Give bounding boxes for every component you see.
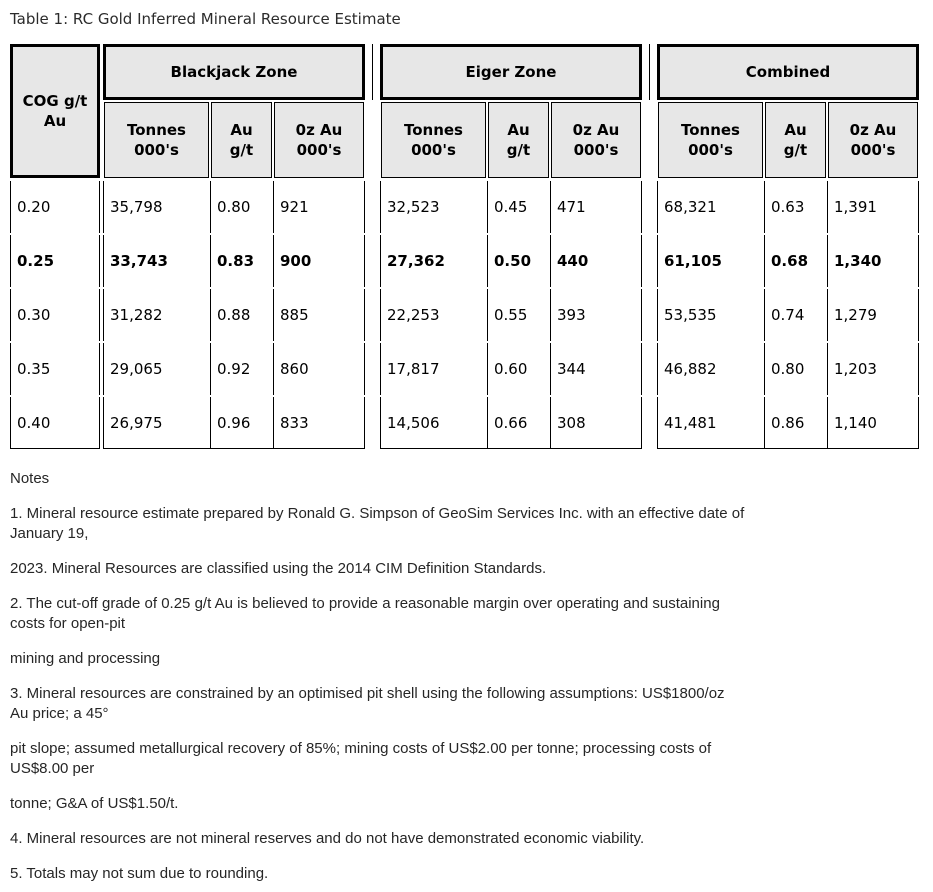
column-header-tonnes: Tonnes 000's	[104, 102, 209, 178]
data-cell: 0.86	[764, 397, 827, 449]
data-cell: 0.45	[487, 181, 550, 233]
data-cell: 53,535	[657, 289, 764, 341]
note-paragraph: 5. Totals may not sum due to rounding.	[10, 865, 269, 882]
data-cell: 440	[550, 235, 642, 287]
data-cell: 393	[550, 289, 642, 341]
data-cell: 29,065	[103, 343, 210, 395]
data-cell: 35,798	[103, 181, 210, 233]
data-cell: 0.66	[487, 397, 550, 449]
data-cell: 0.96	[210, 397, 273, 449]
data-cell: 0.60	[487, 343, 550, 395]
data-cell: 27,362	[380, 235, 487, 287]
zone-header-blackjack: Blackjack Zone	[103, 44, 365, 100]
mineral-resource-table: COG g/t Au 0.20 0.25 0.30 0.35 0.40 Blac…	[10, 44, 923, 449]
data-cell: 885	[273, 289, 365, 341]
notes-heading: Notes	[10, 470, 50, 487]
data-cell: 32,523	[380, 181, 487, 233]
column-header-ounces: 0z Au 000's	[551, 102, 641, 178]
data-cell: 471	[550, 181, 642, 233]
data-cell: 0.74	[764, 289, 827, 341]
data-cell: 26,975	[103, 397, 210, 449]
cog-value-cell: 0.35	[10, 343, 100, 395]
note-paragraph: 3. Mineral resources are constrained by …	[10, 685, 725, 722]
data-cell: 41,481	[657, 397, 764, 449]
zone-header-eiger: Eiger Zone	[380, 44, 642, 100]
data-cell: 1,340	[827, 235, 919, 287]
cog-header-cell: COG g/t Au	[10, 44, 100, 178]
cog-data-column: 0.20 0.25 0.30 0.35 0.40	[10, 181, 100, 449]
zone-subheader-row: Tonnes 000's Au g/t 0z Au 000's	[380, 102, 642, 178]
data-cell: 344	[550, 343, 642, 395]
notes-section: Notes 1. Mineral resource estimate prepa…	[10, 469, 923, 884]
note-paragraph: 1. Mineral resource estimate prepared by…	[10, 505, 745, 542]
data-cell: 833	[273, 397, 365, 449]
cog-value-cell: 0.25	[10, 235, 100, 287]
cog-column: COG g/t Au 0.20 0.25 0.30 0.35 0.40	[10, 44, 100, 449]
zone-spacer-divider	[372, 44, 373, 100]
data-cell: 14,506	[380, 397, 487, 449]
data-cell: 0.50	[487, 235, 550, 287]
data-cell: 308	[550, 397, 642, 449]
zone-eiger: Eiger Zone Tonnes 000's Au g/t 0z Au 000…	[380, 44, 642, 449]
column-header-ounces: 0z Au 000's	[828, 102, 918, 178]
note-paragraph: 2023. Mineral Resources are classified u…	[10, 560, 547, 577]
data-cell: 0.63	[764, 181, 827, 233]
zone-spacer	[365, 44, 380, 100]
zone-data-grid: 68,321 0.63 1,391 61,105 0.68 1,340 53,5…	[657, 181, 919, 449]
zone-spacer-divider	[649, 44, 650, 100]
cog-value-cell: 0.30	[10, 289, 100, 341]
data-cell: 0.55	[487, 289, 550, 341]
zone-subheader-row: Tonnes 000's Au g/t 0z Au 000's	[103, 102, 365, 178]
zone-data-grid: 35,798 0.80 921 33,743 0.83 900 31,282 0…	[103, 181, 365, 449]
data-cell: 0.88	[210, 289, 273, 341]
data-cell: 860	[273, 343, 365, 395]
zone-data-grid: 32,523 0.45 471 27,362 0.50 440 22,253 0…	[380, 181, 642, 449]
zone-header-combined: Combined	[657, 44, 919, 100]
data-cell: 921	[273, 181, 365, 233]
column-header-ounces: 0z Au 000's	[274, 102, 364, 178]
data-cell: 0.68	[764, 235, 827, 287]
data-cell: 0.83	[210, 235, 273, 287]
zone-subheader-row: Tonnes 000's Au g/t 0z Au 000's	[657, 102, 919, 178]
data-cell: 1,140	[827, 397, 919, 449]
data-cell: 0.92	[210, 343, 273, 395]
cog-value-cell: 0.20	[10, 181, 100, 233]
zone-blackjack: Blackjack Zone Tonnes 000's Au g/t 0z Au…	[103, 44, 365, 449]
data-cell: 33,743	[103, 235, 210, 287]
column-header-grade: Au g/t	[488, 102, 549, 178]
cog-value-cell: 0.40	[10, 397, 100, 449]
data-cell: 900	[273, 235, 365, 287]
column-header-tonnes: Tonnes 000's	[381, 102, 486, 178]
data-cell: 1,203	[827, 343, 919, 395]
data-cell: 0.80	[764, 343, 827, 395]
note-paragraph: pit slope; assumed metallurgical recover…	[10, 740, 712, 777]
column-header-grade: Au g/t	[765, 102, 826, 178]
data-cell: 22,253	[380, 289, 487, 341]
note-paragraph: tonne; G&A of US$1.50/t.	[10, 795, 179, 812]
data-cell: 68,321	[657, 181, 764, 233]
data-cell: 31,282	[103, 289, 210, 341]
column-header-tonnes: Tonnes 000's	[658, 102, 763, 178]
table-title: Table 1: RC Gold Inferred Mineral Resour…	[10, 10, 401, 28]
zone-combined: Combined Tonnes 000's Au g/t 0z Au 000's…	[657, 44, 919, 449]
data-cell: 1,279	[827, 289, 919, 341]
column-header-grade: Au g/t	[211, 102, 272, 178]
data-cell: 0.80	[210, 181, 273, 233]
zone-spacer	[642, 44, 657, 100]
note-paragraph: mining and processing	[10, 650, 161, 667]
data-cell: 1,391	[827, 181, 919, 233]
data-cell: 61,105	[657, 235, 764, 287]
data-cell: 17,817	[380, 343, 487, 395]
note-paragraph: 2. The cut-off grade of 0.25 g/t Au is b…	[10, 595, 720, 632]
note-paragraph: 4. Mineral resources are not mineral res…	[10, 830, 645, 847]
data-cell: 46,882	[657, 343, 764, 395]
